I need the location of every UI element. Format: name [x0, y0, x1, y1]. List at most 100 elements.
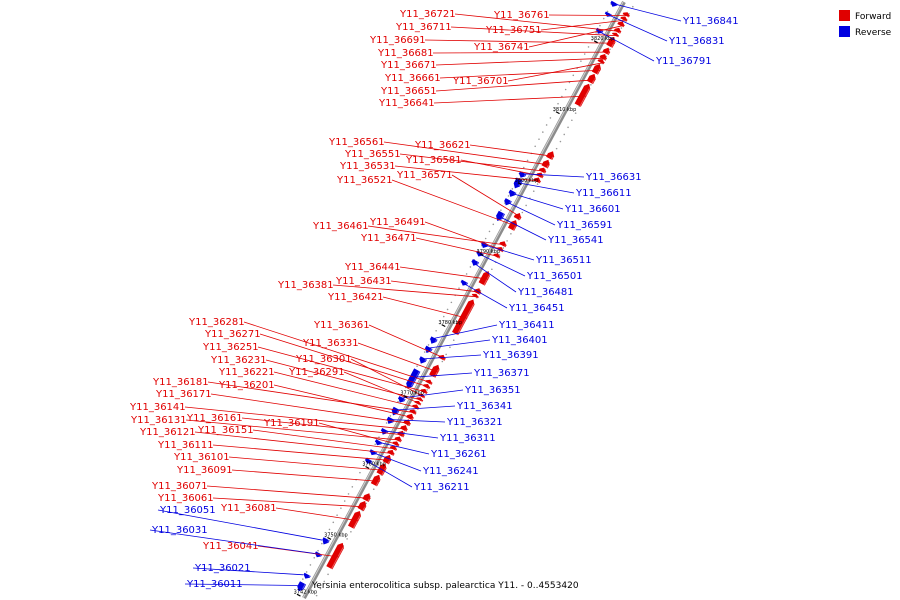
gene-arrow-y11-36141[interactable]: [400, 425, 408, 432]
gene-label[interactable]: Y11_36351: [464, 385, 521, 396]
gene-label[interactable]: Y11_36021: [194, 563, 251, 574]
gene-arrow-y11-36211[interactable]: [365, 457, 373, 464]
gene-arrow-y11-36681[interactable]: [602, 47, 610, 55]
gene-label[interactable]: Y11_36241: [422, 466, 479, 477]
gene-label[interactable]: Y11_36181: [152, 377, 209, 388]
gene-label[interactable]: Y11_36551: [344, 149, 401, 160]
gene-label[interactable]: Y11_36711: [395, 22, 452, 33]
gene-arrow-y11-36131[interactable]: [394, 436, 402, 443]
gene-arrow-y11-36351[interactable]: [398, 396, 406, 403]
gene-label[interactable]: Y11_36041: [202, 541, 259, 552]
gene-arrow-y11-36381[interactable]: [471, 293, 479, 299]
gene-label[interactable]: Y11_36081: [220, 503, 277, 514]
gene-arrow-y11-36661[interactable]: [591, 64, 601, 75]
gene-label[interactable]: Y11_36831: [668, 36, 725, 47]
gene-label[interactable]: Y11_36331: [302, 338, 359, 349]
gene-label[interactable]: Y11_36431: [335, 276, 392, 287]
gene-label[interactable]: Y11_36601: [564, 204, 621, 215]
gene-label[interactable]: Y11_36321: [446, 417, 503, 428]
gene-arrow-y11-36641[interactable]: [574, 83, 591, 107]
gene-label[interactable]: Y11_36051: [159, 505, 216, 516]
gene-label[interactable]: Y11_36761: [493, 10, 550, 21]
gene-arrow-y11-36541[interactable]: [496, 210, 505, 221]
gene-label[interactable]: Y11_36531: [339, 161, 396, 172]
gene-arrow-y11-36091[interactable]: [370, 474, 381, 487]
gene-label[interactable]: Y11_36461: [312, 221, 369, 232]
gene-arrow-y11-36371[interactable]: [406, 368, 421, 389]
gene-label[interactable]: Y11_36341: [456, 401, 513, 412]
gene-arrow-y11-36021[interactable]: [303, 572, 311, 579]
gene-label[interactable]: Y11_36681: [377, 48, 434, 59]
gene-label[interactable]: Y11_36501: [526, 271, 583, 282]
gene-label[interactable]: Y11_36471: [360, 233, 417, 244]
gene-label[interactable]: Y11_36451: [508, 303, 565, 314]
gene-label[interactable]: Y11_36171: [155, 389, 212, 400]
gene-label[interactable]: Y11_36611: [575, 188, 632, 199]
gene-label[interactable]: Y11_36221: [218, 367, 275, 378]
gene-arrow-y11-36481[interactable]: [471, 259, 480, 266]
gene-arrow-y11-36331[interactable]: [429, 364, 440, 378]
gene-label[interactable]: Y11_36101: [173, 452, 230, 463]
gene-label[interactable]: Y11_36281: [188, 317, 245, 328]
gene-label[interactable]: Y11_36721: [399, 9, 456, 20]
gene-label[interactable]: Y11_36111: [157, 440, 214, 451]
gene-label[interactable]: Y11_36491: [369, 217, 426, 228]
gene-label[interactable]: Y11_36151: [197, 425, 254, 436]
gene-label[interactable]: Y11_36631: [585, 172, 642, 183]
gene-label[interactable]: Y11_36481: [517, 287, 574, 298]
gene-label[interactable]: Y11_36441: [344, 262, 401, 273]
gene-label[interactable]: Y11_36251: [202, 342, 259, 353]
gene-label[interactable]: Y11_36411: [498, 320, 555, 331]
gene-arrow-y11-36521[interactable]: [508, 220, 518, 231]
gene-label[interactable]: Y11_36401: [491, 335, 548, 346]
gene-label[interactable]: Y11_36091: [176, 465, 233, 476]
gene-label[interactable]: Y11_36141: [129, 402, 186, 413]
gene-label[interactable]: Y11_36701: [452, 76, 509, 87]
gene-label[interactable]: Y11_36261: [430, 449, 487, 460]
gene-label[interactable]: Y11_36641: [378, 98, 435, 109]
gene-label[interactable]: Y11_36621: [414, 140, 471, 151]
gene-arrow-y11-36121[interactable]: [387, 449, 395, 456]
gene-label[interactable]: Y11_36231: [210, 355, 267, 366]
gene-arrow-y11-36011[interactable]: [297, 581, 307, 592]
gene-arrow-y11-36411[interactable]: [430, 336, 438, 344]
gene-label[interactable]: Y11_36301: [295, 354, 352, 365]
gene-label[interactable]: Y11_36291: [288, 367, 345, 378]
gene-label[interactable]: Y11_36691: [369, 35, 426, 46]
gene-arrow-y11-36051[interactable]: [322, 537, 330, 545]
gene-label[interactable]: Y11_36791: [655, 56, 712, 67]
gene-label[interactable]: Y11_36031: [151, 525, 208, 536]
gene-label[interactable]: Y11_36211: [413, 482, 470, 493]
gene-label[interactable]: Y11_36121: [139, 427, 196, 438]
gene-label[interactable]: Y11_36391: [482, 350, 539, 361]
gene-arrow-y11-36531[interactable]: [533, 177, 541, 184]
gene-label[interactable]: Y11_36201: [218, 380, 275, 391]
gene-arrow-y11-36671[interactable]: [599, 54, 607, 61]
gene-label[interactable]: Y11_36841: [682, 16, 739, 27]
gene-label[interactable]: Y11_36581: [405, 155, 462, 166]
gene-arrow-y11-36691[interactable]: [606, 37, 616, 48]
gene-label[interactable]: Y11_36521: [336, 175, 393, 186]
gene-label[interactable]: Y11_36741: [473, 42, 530, 53]
gene-label[interactable]: Y11_36061: [157, 493, 214, 504]
gene-arrow-y11-36571[interactable]: [513, 213, 522, 221]
gene-arrow-y11-36391[interactable]: [419, 356, 427, 364]
gene-label[interactable]: Y11_36191: [263, 418, 320, 429]
gene-label[interactable]: Y11_36311: [439, 433, 496, 444]
gene-label[interactable]: Y11_36661: [384, 73, 441, 84]
gene-label[interactable]: Y11_36421: [327, 292, 384, 303]
gene-label[interactable]: Y11_36371: [473, 368, 530, 379]
gene-arrow-y11-36061[interactable]: [357, 501, 367, 512]
gene-arrow-y11-36761[interactable]: [622, 12, 630, 18]
gene-label[interactable]: Y11_36671: [380, 60, 437, 71]
gene-label[interactable]: Y11_36571: [396, 170, 453, 181]
gene-arrow-y11-36451[interactable]: [461, 279, 468, 286]
gene-label[interactable]: Y11_36511: [535, 255, 592, 266]
gene-label[interactable]: Y11_36361: [313, 320, 370, 331]
gene-arrow-y11-36721[interactable]: [613, 27, 621, 34]
gene-label[interactable]: Y11_36161: [186, 413, 243, 424]
gene-label[interactable]: Y11_36131: [130, 415, 187, 426]
gene-label[interactable]: Y11_36651: [380, 86, 437, 97]
gene-arrow-y11-36071[interactable]: [362, 493, 371, 502]
gene-label[interactable]: Y11_36561: [328, 137, 385, 148]
